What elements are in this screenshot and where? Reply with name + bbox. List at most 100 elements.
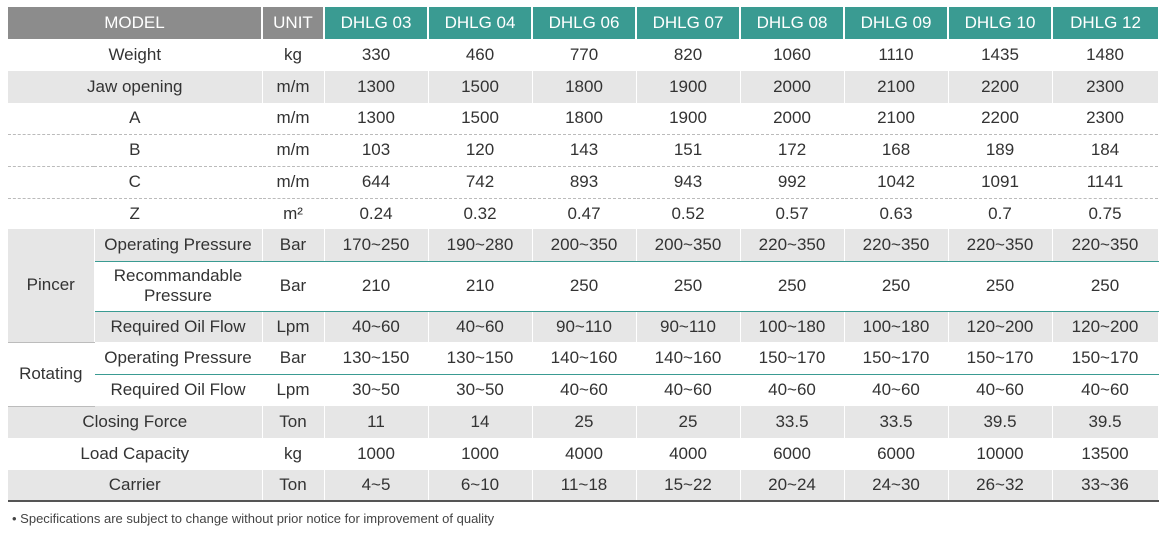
cell-value: 40~60 [532,374,637,406]
row-carrier: Carrier Ton 4~5 6~10 11~18 15~22 20~24 2… [8,470,1159,502]
row-label-line: Pressure [143,286,213,305]
cell-value: 150~170 [1052,342,1159,375]
cell-value: 24~30 [844,470,949,502]
row-a: A m/m 1300 1500 1800 1900 2000 2100 2200… [8,103,1159,135]
cell-value: 40~60 [740,374,845,406]
cell-value: 893 [532,166,637,199]
cell-value: 1500 [428,71,533,103]
cell-value: 992 [740,166,845,199]
cell-value: 1042 [844,166,949,199]
cell-value: 140~160 [636,342,741,375]
cell-value: 2200 [948,103,1053,135]
row-unit: m/m [262,71,325,103]
cell-value: 103 [324,134,429,167]
cell-value: 2000 [740,103,845,135]
cell-value: 210 [324,261,429,312]
cell-value: 150~170 [740,342,845,375]
row-rotating-required-oil-flow: Required Oil Flow Lpm 30~50 30~50 40~60 … [8,374,1159,406]
cell-value: 30~50 [428,374,533,406]
cell-value: 0.47 [532,198,637,229]
cell-value: 200~350 [532,229,637,262]
cell-value: 6000 [740,438,845,470]
row-unit: m/m [262,166,325,199]
row-b: B m/m 103 120 143 151 172 168 189 184 [8,134,1159,167]
spec-table: MODEL UNIT DHLG 03 DHLG 04 DHLG 06 DHLG … [8,7,1159,502]
row-label: Z [8,198,263,229]
cell-value: 14 [428,406,533,438]
cell-value: 1091 [948,166,1053,199]
cell-value: 11 [324,406,429,438]
cell-value: 200~350 [636,229,741,262]
cell-value: 25 [532,406,637,438]
cell-value: 250 [740,261,845,312]
cell-value: 2300 [1052,71,1159,103]
cell-value: 1141 [1052,166,1159,199]
cell-value: 460 [428,39,533,71]
row-label: B [8,134,263,167]
row-unit: m/m [262,134,325,167]
row-label: Load Capacity [8,438,263,470]
cell-value: 140~160 [532,342,637,375]
cell-value: 1800 [532,71,637,103]
row-load-capacity: Load Capacity kg 1000 1000 4000 4000 600… [8,438,1159,470]
row-label-line: Recommandable [113,266,243,285]
header-model-name: DHLG 12 [1052,7,1158,39]
row-unit: Ton [262,406,325,438]
row-unit: Bar [262,261,325,312]
cell-value: 90~110 [532,311,637,342]
cell-value: 150~170 [844,342,949,375]
cell-value: 330 [324,39,429,71]
header-model-name: DHLG 10 [948,7,1053,39]
row-label: Operating Pressure [94,229,263,262]
cell-value: 220~350 [948,229,1053,262]
cell-value: 190~280 [428,229,533,262]
group-label-rotating: Rotating [8,341,95,407]
header-model-name: DHLG 03 [324,7,429,39]
cell-value: 0.52 [636,198,741,229]
row-pincer-required-oil-flow: Required Oil Flow Lpm 40~60 40~60 90~110… [8,311,1159,342]
cell-value: 820 [636,39,741,71]
cell-value: 1110 [844,39,949,71]
cell-value: 39.5 [1052,406,1159,438]
row-unit: m/m [262,103,325,135]
cell-value: 250 [1052,261,1159,312]
cell-value: 1300 [324,103,429,135]
cell-value: 40~60 [324,311,429,342]
header-model: MODEL [8,7,263,39]
header-unit: UNIT [262,7,325,39]
cell-value: 6000 [844,438,949,470]
cell-value: 168 [844,134,949,167]
row-unit: m² [262,198,325,229]
cell-value: 120~200 [1052,311,1159,342]
cell-value: 250 [948,261,1053,312]
cell-value: 20~24 [740,470,845,502]
row-label: A [8,103,263,135]
header-model-name: DHLG 09 [844,7,949,39]
cell-value: 220~350 [844,229,949,262]
cell-value: 943 [636,166,741,199]
row-unit: kg [262,39,325,71]
cell-value: 1300 [324,71,429,103]
row-pincer-recommandable-pressure: Recommandable Pressure Bar 210 210 250 2… [8,261,1159,312]
row-c: C m/m 644 742 893 943 992 1042 1091 1141 [8,166,1159,199]
cell-value: 10000 [948,438,1053,470]
row-pincer-operating-pressure: Pincer Operating Pressure Bar 170~250 19… [8,229,1159,343]
cell-value: 15~22 [636,470,741,502]
row-unit: Bar [262,229,325,262]
cell-value: 2100 [844,71,949,103]
cell-value: 11~18 [532,470,637,502]
cell-value: 220~350 [740,229,845,262]
cell-value: 40~60 [1052,374,1159,406]
cell-value: 33.5 [844,406,949,438]
cell-value: 2300 [1052,103,1159,135]
header-model-name: DHLG 06 [532,7,637,39]
cell-value: 13500 [1052,438,1159,470]
cell-value: 1900 [636,103,741,135]
cell-value: 0.63 [844,198,949,229]
cell-value: 1900 [636,71,741,103]
row-label: Operating Pressure [94,342,263,375]
cell-value: 39.5 [948,406,1053,438]
row-label: Recommandable Pressure [94,261,263,312]
cell-value: 33~36 [1052,470,1159,502]
row-jaw-opening: Jaw opening m/m 1300 1500 1800 1900 2000… [8,71,1159,103]
